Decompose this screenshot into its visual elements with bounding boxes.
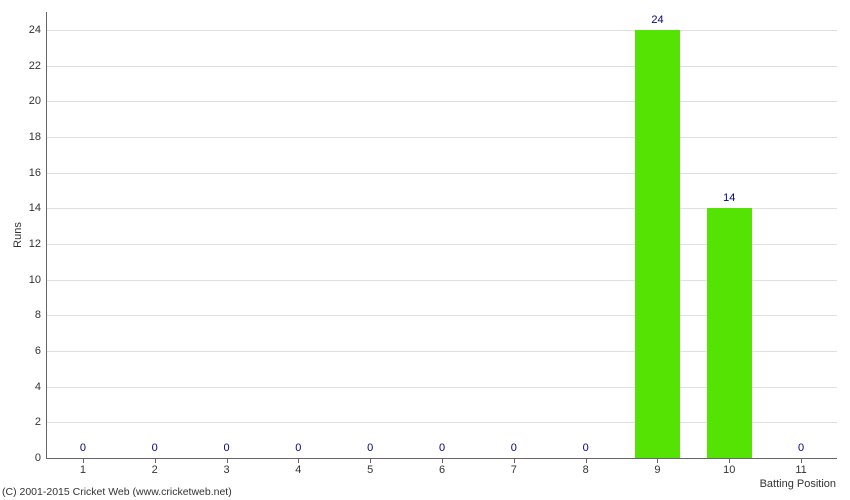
x-tick-label: 2 xyxy=(152,458,158,476)
x-tick-label: 5 xyxy=(367,458,373,476)
bar-value-label: 0 xyxy=(511,442,517,456)
y-tick-label: 2 xyxy=(35,416,47,428)
y-tick-label: 24 xyxy=(29,24,47,36)
x-tick-label: 11 xyxy=(795,458,806,476)
y-tick-label: 4 xyxy=(35,381,47,393)
y-tick-label: 18 xyxy=(29,131,47,143)
x-tick-label: 6 xyxy=(439,458,445,476)
y-axis-label: Runs xyxy=(12,222,24,248)
bar xyxy=(707,208,752,458)
gridline xyxy=(47,101,837,102)
x-tick-label: 3 xyxy=(223,458,229,476)
gridline xyxy=(47,30,837,31)
gridline xyxy=(47,66,837,67)
bar-value-label: 0 xyxy=(80,442,86,456)
y-tick-label: 16 xyxy=(29,167,47,179)
bar-value-label: 14 xyxy=(723,192,735,206)
bar-value-label: 24 xyxy=(651,14,663,28)
bar-value-label: 0 xyxy=(439,442,445,456)
y-tick-label: 0 xyxy=(35,452,47,464)
x-tick-label: 8 xyxy=(583,458,589,476)
bar xyxy=(635,30,680,458)
y-tick-label: 6 xyxy=(35,345,47,357)
x-tick-label: 4 xyxy=(295,458,301,476)
x-tick-label: 9 xyxy=(654,458,660,476)
bar-value-label: 0 xyxy=(367,442,373,456)
gridline xyxy=(47,137,837,138)
x-axis-label: Batting Position xyxy=(760,478,836,490)
y-tick-label: 10 xyxy=(29,274,47,286)
y-tick-label: 22 xyxy=(29,60,47,72)
y-tick-label: 8 xyxy=(35,309,47,321)
plot-area: 0246810121416182022241020304050607080924… xyxy=(46,12,837,459)
bar-value-label: 0 xyxy=(152,442,158,456)
x-tick-label: 1 xyxy=(80,458,86,476)
bar-value-label: 0 xyxy=(583,442,589,456)
y-tick-label: 12 xyxy=(29,238,47,250)
bar-value-label: 0 xyxy=(798,442,804,456)
bar-value-label: 0 xyxy=(223,442,229,456)
chart-container: 0246810121416182022241020304050607080924… xyxy=(0,0,850,500)
y-tick-label: 20 xyxy=(29,95,47,107)
gridline xyxy=(47,173,837,174)
bar-value-label: 0 xyxy=(295,442,301,456)
y-tick-label: 14 xyxy=(29,202,47,214)
x-tick-label: 7 xyxy=(511,458,517,476)
copyright-text: (C) 2001-2015 Cricket Web (www.cricketwe… xyxy=(2,486,232,498)
x-tick-label: 10 xyxy=(723,458,735,476)
